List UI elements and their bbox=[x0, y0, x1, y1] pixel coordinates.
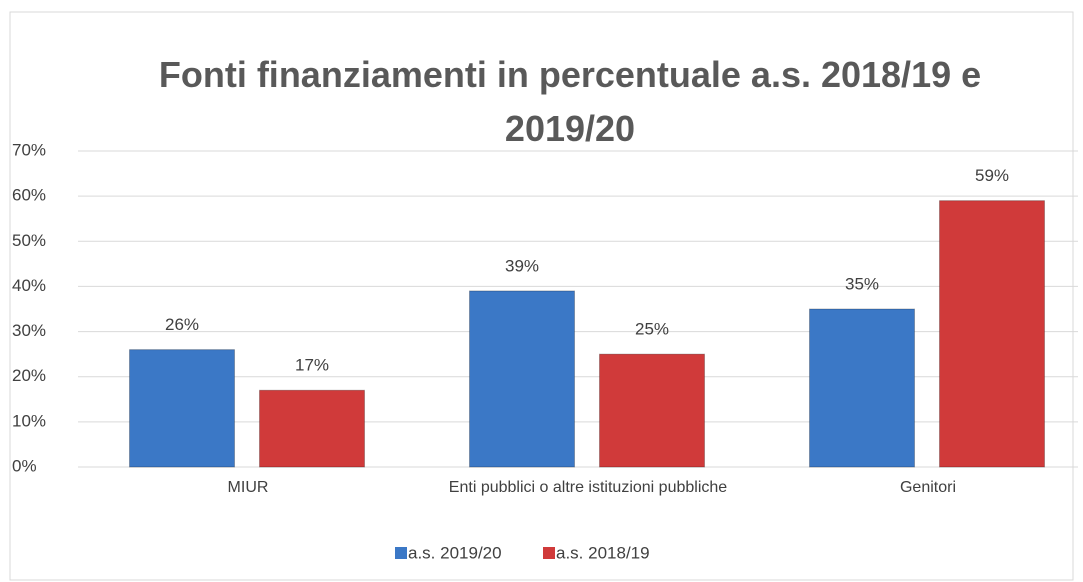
bar bbox=[599, 353, 705, 468]
legend-label: a.s. 2019/20 bbox=[408, 543, 502, 562]
y-tick-label: 60% bbox=[12, 186, 46, 205]
x-tick-label: Enti pubblici o altre istituzioni pubbli… bbox=[448, 479, 728, 496]
data-label: 17% bbox=[295, 356, 329, 375]
data-label: 26% bbox=[165, 315, 199, 334]
data-label: 59% bbox=[975, 166, 1009, 185]
y-tick-label: 50% bbox=[12, 231, 46, 250]
legend-label: a.s. 2018/19 bbox=[556, 543, 650, 562]
chart-border bbox=[9, 11, 1074, 581]
y-tick-label: 10% bbox=[12, 411, 46, 430]
bar bbox=[469, 290, 575, 468]
chart-title: Fonti finanziamenti in percentuale a.s. … bbox=[158, 54, 982, 149]
y-tick-label: 40% bbox=[12, 276, 46, 295]
y-tick-label: 70% bbox=[12, 140, 46, 159]
legend-swatch bbox=[395, 547, 407, 559]
x-tick-label: MIUR bbox=[227, 479, 269, 496]
y-tick-label: 0% bbox=[12, 456, 37, 475]
data-label: 39% bbox=[505, 256, 539, 275]
legend-swatch bbox=[543, 547, 555, 559]
data-label: 25% bbox=[635, 320, 669, 339]
bar bbox=[809, 308, 915, 468]
bar bbox=[939, 200, 1045, 468]
x-tick-label: Genitori bbox=[899, 479, 957, 496]
y-tick-label: 20% bbox=[12, 366, 46, 385]
bar bbox=[259, 389, 365, 468]
y-tick-label: 30% bbox=[12, 321, 46, 340]
data-label: 35% bbox=[845, 274, 879, 293]
bar bbox=[129, 349, 235, 468]
